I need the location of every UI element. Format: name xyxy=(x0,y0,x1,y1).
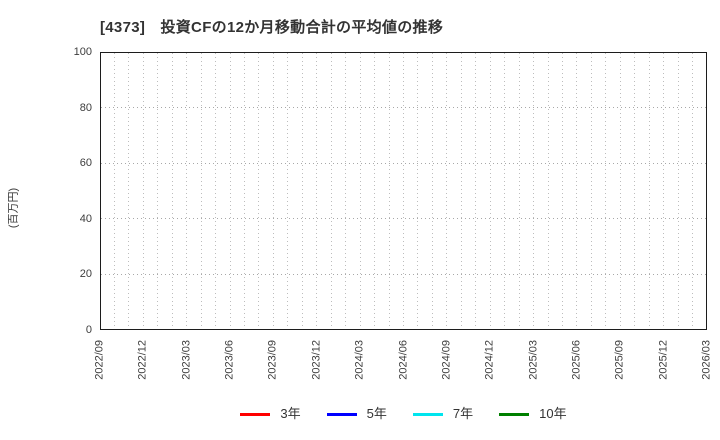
gridline-vertical xyxy=(316,53,318,329)
gridline-vertical xyxy=(128,53,130,329)
gridline-vertical xyxy=(677,53,679,329)
gridline-vertical xyxy=(330,53,332,329)
y-tick-label: 100 xyxy=(73,46,92,58)
legend-line-swatch xyxy=(240,412,271,416)
gridline-vertical xyxy=(186,53,188,329)
gridline-vertical xyxy=(215,53,217,329)
gridline-vertical xyxy=(460,53,462,329)
legend-item: 3年 xyxy=(240,406,301,422)
gridline-vertical xyxy=(663,53,665,329)
x-tick-label: 2025/06 xyxy=(570,340,583,380)
legend-line-swatch xyxy=(326,412,357,416)
legend: 3年 5年 7年 10年 xyxy=(100,402,707,426)
legend-label: 5年 xyxy=(366,406,387,421)
legend-item: 7年 xyxy=(412,406,474,422)
gridline-vertical xyxy=(287,53,289,329)
gridline-vertical xyxy=(244,53,246,329)
gridline-vertical xyxy=(475,53,477,329)
gridline-vertical xyxy=(605,53,607,329)
gridline-vertical xyxy=(590,53,592,329)
legend-label: 10年 xyxy=(539,406,567,421)
y-axis-title: (百万円) xyxy=(7,187,20,229)
gridline-vertical xyxy=(533,53,535,329)
legend-item: 10年 xyxy=(499,406,567,422)
gridline-vertical xyxy=(446,53,448,329)
gridline-vertical xyxy=(489,53,491,329)
y-tick-label: 0 xyxy=(85,324,92,336)
gridline-vertical xyxy=(171,53,173,329)
x-tick-label: 2025/09 xyxy=(613,340,626,380)
x-tick-label: 2023/06 xyxy=(223,340,236,380)
gridline-vertical xyxy=(157,53,159,329)
y-tick-label: 20 xyxy=(79,268,92,281)
x-tick-label: 2025/03 xyxy=(527,340,540,380)
x-tick-label: 2022/09 xyxy=(93,340,106,380)
gridline-vertical xyxy=(113,53,115,329)
gridline-vertical xyxy=(388,53,390,329)
legend-line-swatch xyxy=(412,412,443,416)
x-tick-label: 2026/03 xyxy=(700,340,713,380)
gridline-vertical xyxy=(547,53,549,329)
x-tick-label: 2025/12 xyxy=(657,340,670,380)
gridline-vertical xyxy=(359,53,361,329)
gridline-vertical xyxy=(518,53,520,329)
legend-label: 7年 xyxy=(452,406,474,421)
gridline-vertical xyxy=(229,53,231,329)
legend-label: 3年 xyxy=(280,406,301,421)
gridline-vertical xyxy=(561,53,563,329)
gridline-vertical xyxy=(431,53,433,329)
legend-line-swatch xyxy=(499,412,530,416)
gridline-vertical xyxy=(648,53,650,329)
x-tick-label: 2024/09 xyxy=(440,340,453,380)
y-tick-label: 80 xyxy=(79,101,92,114)
y-tick-label: 40 xyxy=(79,212,92,225)
gridline-vertical xyxy=(403,53,404,329)
x-tick-label: 2023/03 xyxy=(180,340,193,380)
legend-item: 5年 xyxy=(326,406,387,422)
gridline-vertical xyxy=(258,53,260,329)
gridline-vertical xyxy=(619,53,621,329)
gridline-vertical xyxy=(345,53,347,329)
x-tick-label: 2024/12 xyxy=(483,340,496,380)
x-tick-label: 2023/09 xyxy=(266,340,279,380)
gridline-vertical xyxy=(142,53,144,329)
x-tick-label: 2024/06 xyxy=(397,340,409,380)
x-tick-label: 2022/12 xyxy=(136,340,149,380)
gridline-vertical xyxy=(576,53,578,329)
gridline-vertical xyxy=(417,53,419,329)
gridline-vertical xyxy=(374,53,376,329)
y-tick-label: 60 xyxy=(79,157,92,170)
chart-title: [4373] 投資CFの12か月移動合計の平均値の推移 xyxy=(100,19,444,36)
gridline-vertical xyxy=(692,53,694,329)
gridline-vertical xyxy=(504,53,506,329)
gridline-vertical xyxy=(301,53,303,329)
gridline-vertical xyxy=(272,53,274,329)
gridline-vertical xyxy=(200,53,202,329)
gridline-vertical xyxy=(634,53,636,329)
plot-area xyxy=(100,52,707,330)
x-tick-label: 2024/03 xyxy=(353,340,366,380)
x-tick-label: 2023/12 xyxy=(310,340,323,380)
